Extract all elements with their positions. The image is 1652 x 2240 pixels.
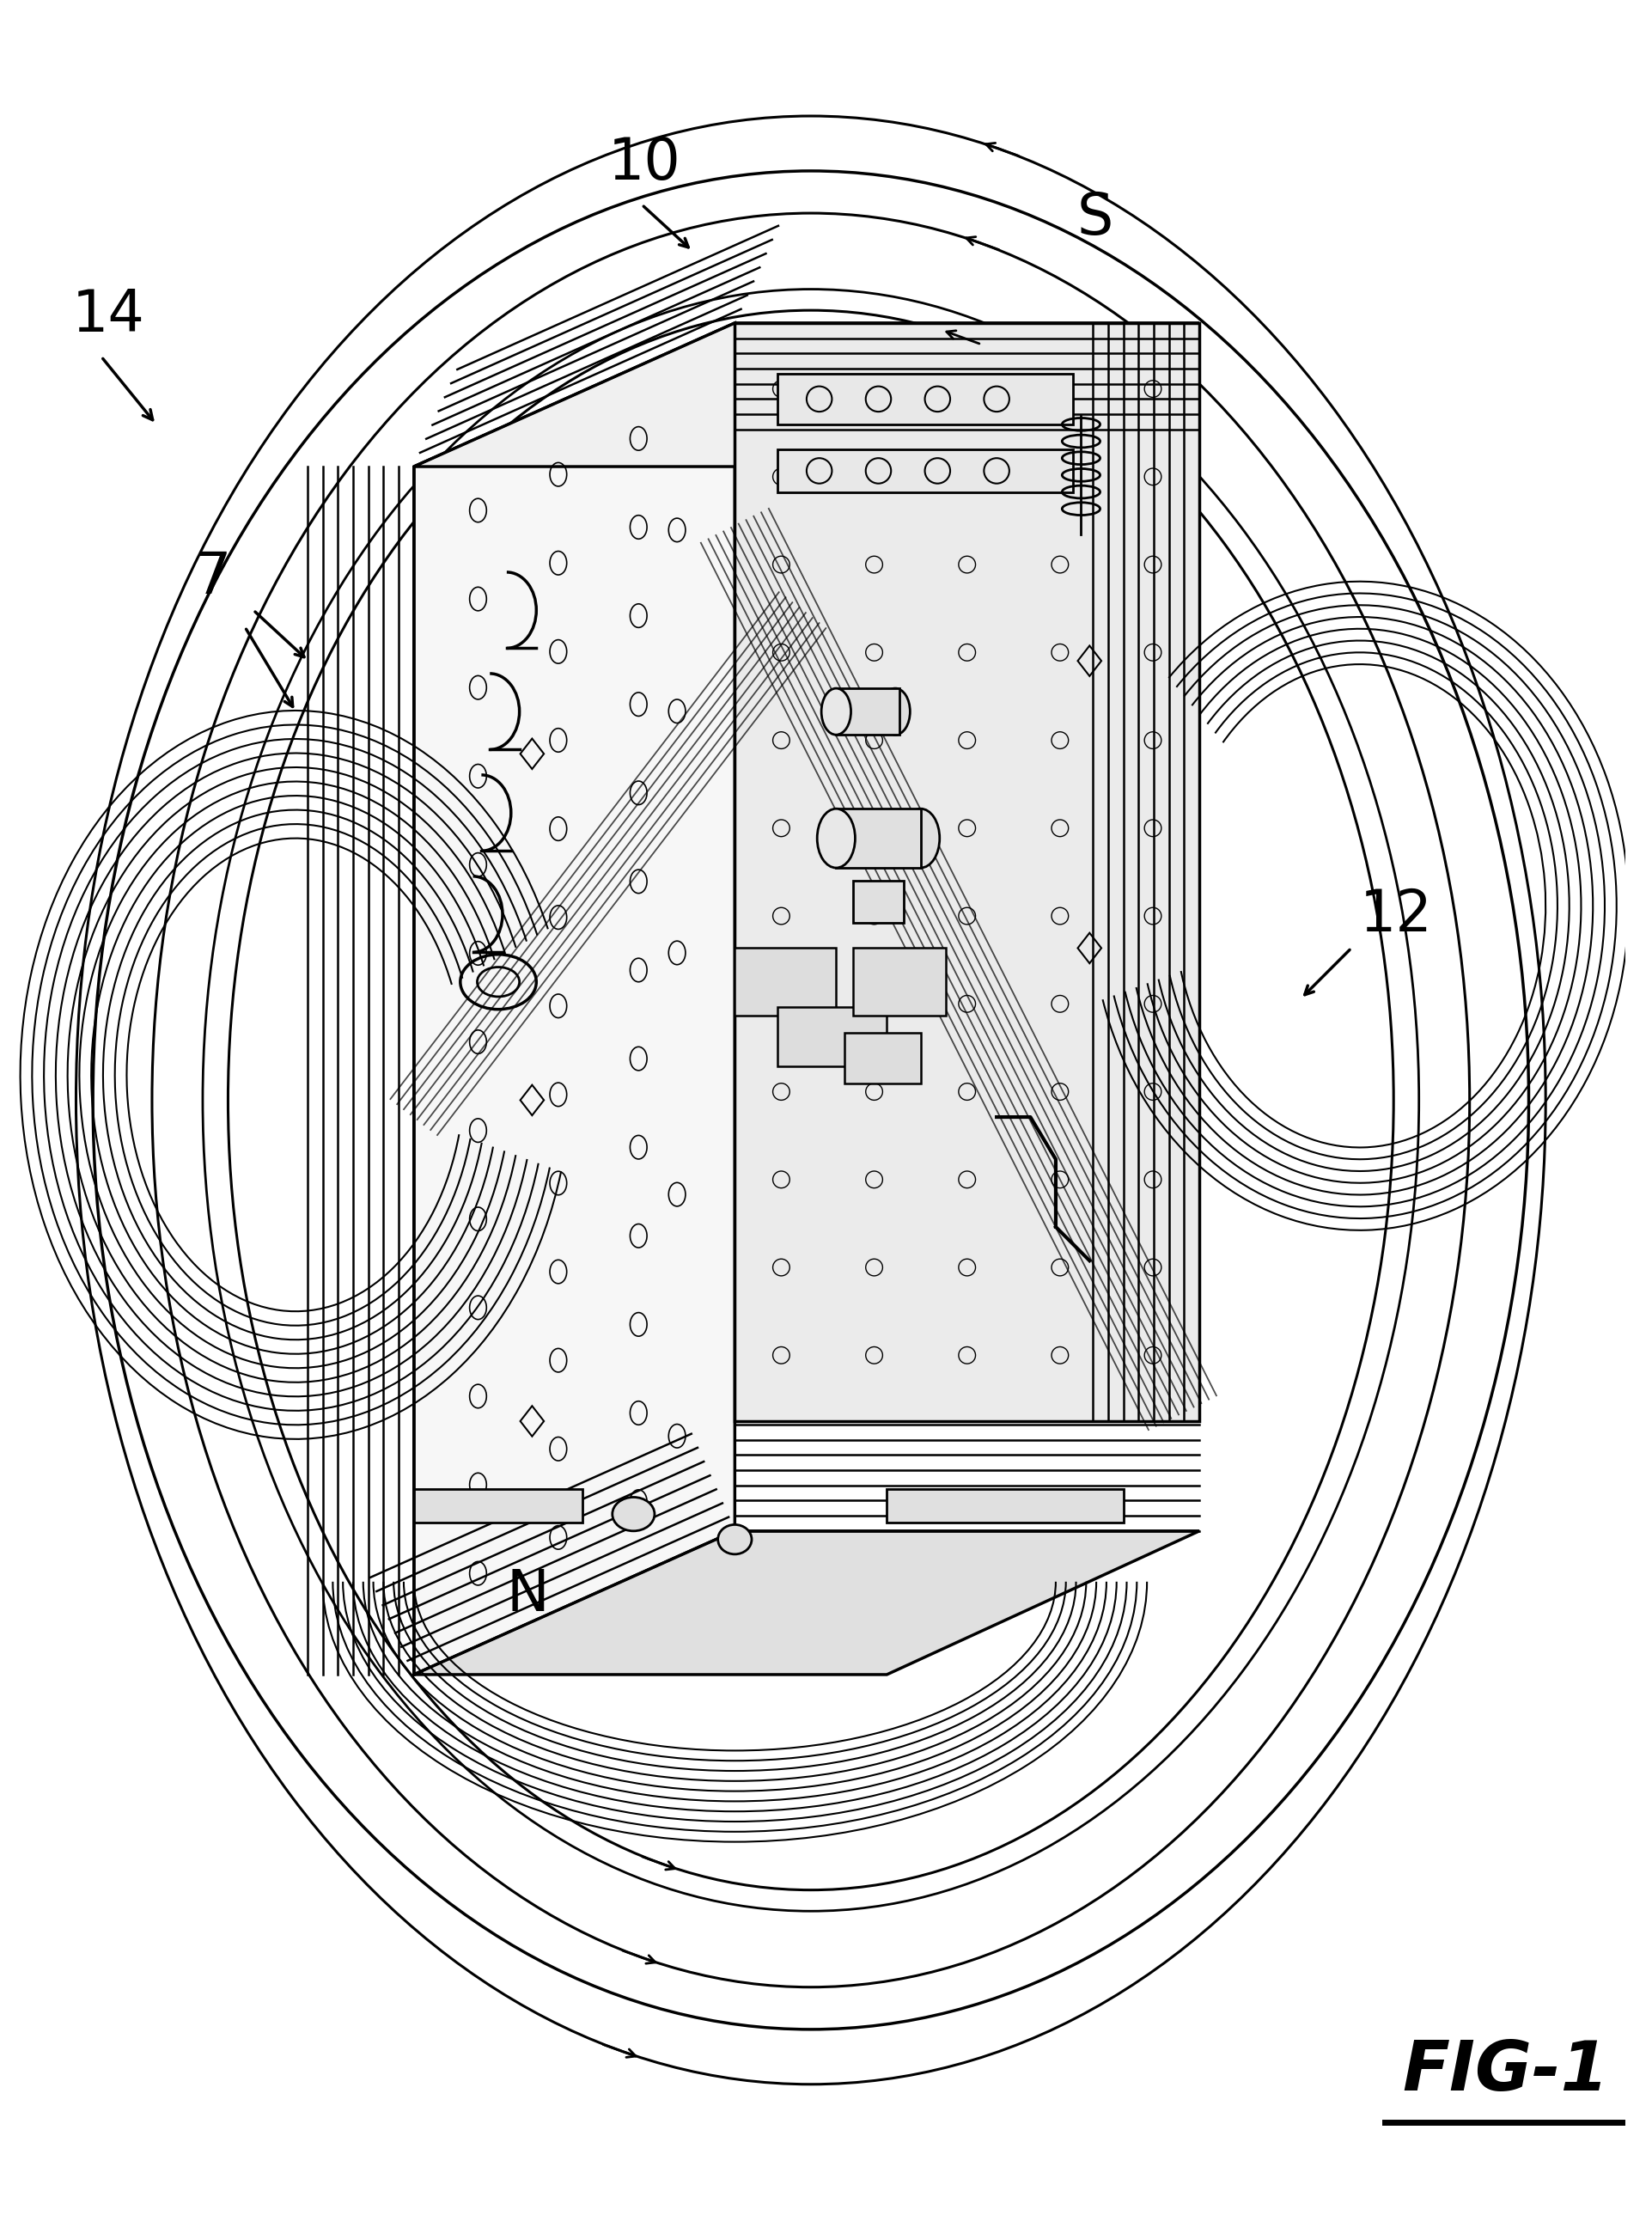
Ellipse shape (611, 1496, 654, 1530)
Ellipse shape (900, 809, 938, 867)
Bar (836, 688, 899, 735)
Bar (887, 1490, 1123, 1523)
Bar (776, 1008, 887, 1066)
Ellipse shape (821, 688, 851, 735)
Polygon shape (776, 374, 1072, 423)
Bar (413, 1490, 583, 1523)
Ellipse shape (881, 688, 910, 735)
Polygon shape (413, 1530, 1199, 1676)
Text: 14: 14 (71, 287, 145, 343)
Bar (852, 880, 904, 923)
Ellipse shape (816, 809, 854, 867)
Polygon shape (413, 323, 1199, 466)
Text: 7: 7 (195, 549, 231, 605)
Text: FIG-1: FIG-1 (1401, 2038, 1607, 2106)
Text: N: N (507, 1566, 548, 1624)
Text: 10: 10 (608, 134, 681, 190)
Text: S: S (1077, 190, 1113, 246)
Polygon shape (735, 323, 1199, 1420)
Bar (852, 948, 945, 1015)
Text: 12: 12 (1360, 887, 1432, 943)
Bar (844, 1033, 920, 1084)
Ellipse shape (717, 1525, 752, 1555)
Bar (735, 948, 836, 1015)
Bar (836, 809, 920, 867)
Polygon shape (776, 450, 1072, 493)
Polygon shape (413, 323, 735, 1676)
